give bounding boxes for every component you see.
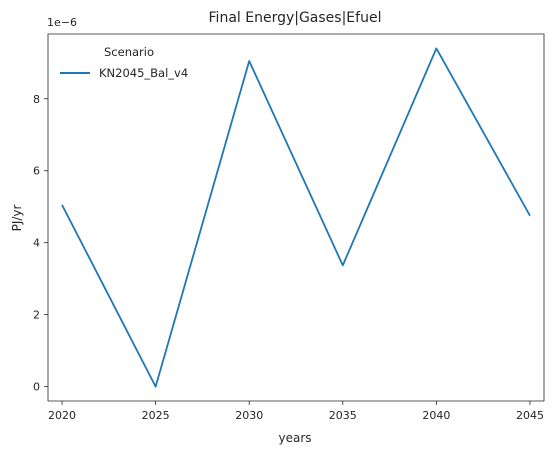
y-tick-label: 8 — [33, 93, 40, 106]
y-tick-label: 4 — [33, 237, 40, 250]
legend-label-kn2045-bal-v4: KN2045_Bal_v4 — [99, 66, 188, 80]
x-tick-label: 2025 — [142, 409, 170, 422]
legend-title: Scenario — [104, 45, 154, 59]
y-axis-ticks: 0 2 4 6 8 — [33, 93, 48, 394]
y-tick-label: 2 — [33, 309, 40, 322]
series-line-0 — [61, 47, 531, 388]
x-tick-label: 2035 — [329, 409, 357, 422]
chart-title: Final Energy|Gases|Efuel — [209, 10, 382, 26]
plot-area — [61, 47, 531, 388]
x-tick-label: 2040 — [422, 409, 450, 422]
legend: Scenario KN2045_Bal_v4 — [60, 45, 188, 80]
y-offset-label: 1e−6 — [47, 16, 77, 29]
x-tick-label: 2045 — [516, 409, 544, 422]
x-axis-ticks: 2020 2025 2030 2035 2040 2045 — [48, 401, 544, 422]
y-axis-label: PJ/yr — [10, 205, 24, 232]
y-tick-label: 6 — [33, 165, 40, 178]
x-tick-label: 2030 — [235, 409, 263, 422]
x-tick-label: 2020 — [48, 409, 76, 422]
plot-frame — [47, 33, 545, 402]
y-tick-label: 0 — [33, 381, 40, 394]
x-axis-label: years — [278, 431, 311, 445]
